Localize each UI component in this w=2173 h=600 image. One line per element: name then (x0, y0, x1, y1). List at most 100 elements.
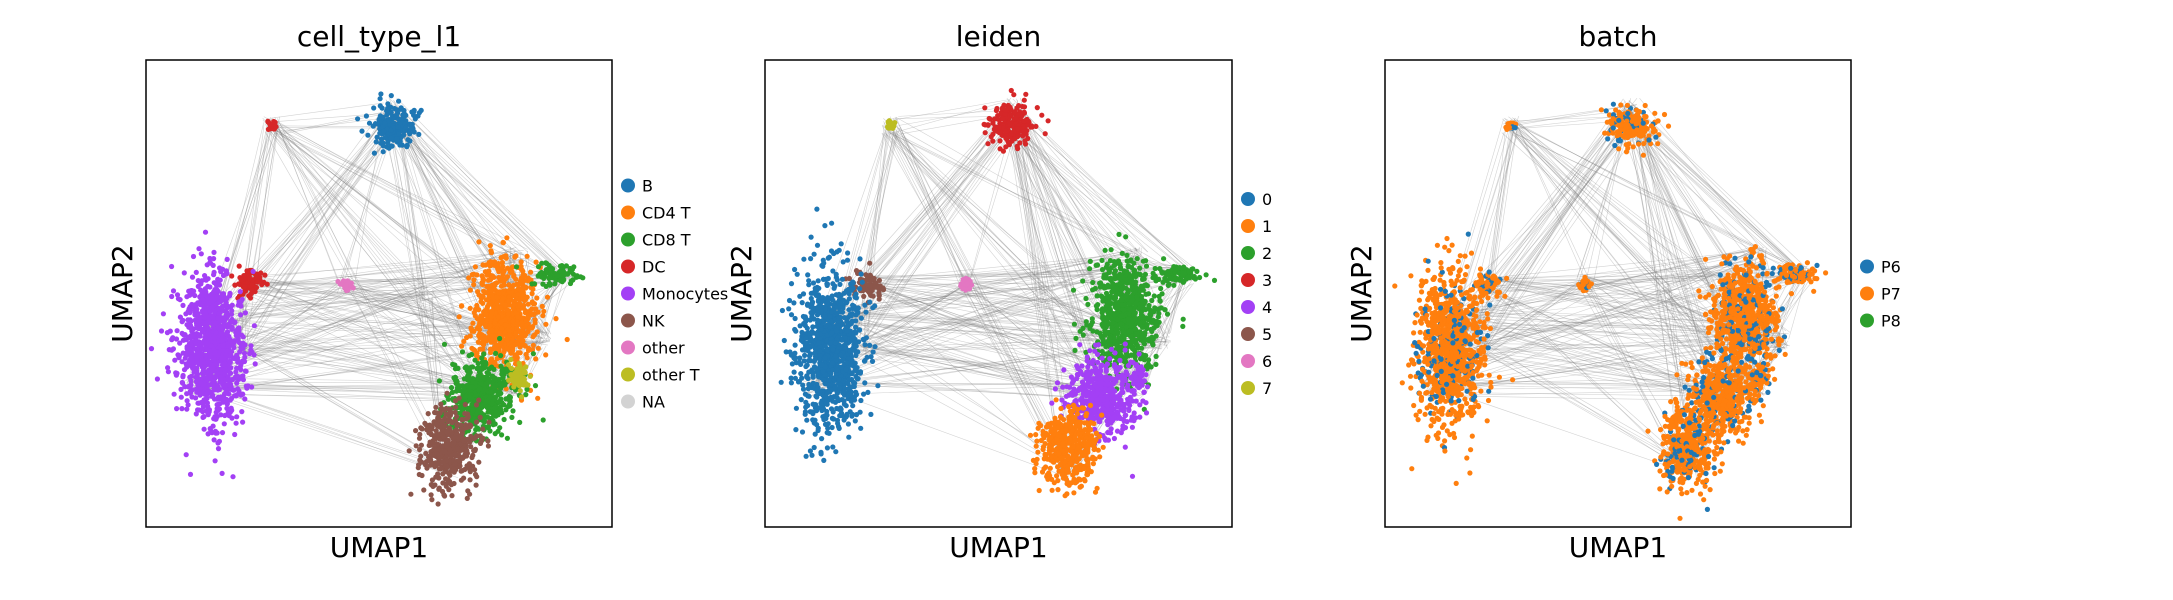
paga-edge (401, 122, 558, 270)
scatter-point (200, 414, 206, 420)
scatter-point (374, 134, 380, 140)
scatter-point (848, 393, 855, 399)
scatter-point (479, 355, 485, 361)
scatter-point (438, 466, 444, 472)
scatter-point (417, 446, 423, 453)
scatter-point (487, 409, 493, 415)
scatter-point (502, 329, 508, 335)
scatter-point (343, 282, 349, 289)
scatter-point (220, 343, 226, 349)
scatter-point (248, 347, 254, 353)
scatter-point (211, 348, 217, 354)
scatter-point (211, 437, 217, 443)
scatter-point (396, 131, 402, 137)
paga-edge (244, 102, 393, 349)
scatter-point (438, 401, 444, 407)
scatter-point (519, 394, 525, 400)
scatter-point (232, 431, 238, 438)
paga-edge (863, 125, 1018, 342)
paga-edge (1006, 130, 1107, 332)
scatter-point (805, 301, 811, 307)
paga-edge (219, 259, 512, 323)
scatter-point (449, 493, 455, 499)
scatter-point (449, 389, 455, 395)
paga-edge (215, 122, 265, 323)
scatter-point (464, 463, 470, 469)
scatter-point (530, 342, 537, 348)
scatter-point (499, 432, 505, 438)
scatter-point (880, 287, 887, 293)
scatter-point (553, 316, 559, 322)
scatter-point (232, 375, 238, 381)
paga-edge (826, 299, 1049, 311)
scatter-point (160, 311, 166, 317)
paga-edge (873, 287, 1046, 303)
paga-edge (863, 291, 876, 344)
paga-edge (856, 122, 890, 341)
legend-item: other (621, 339, 685, 358)
paga-edge (206, 293, 435, 314)
scatter-point (509, 350, 515, 356)
paga-edge (971, 282, 1123, 324)
scatter-point (242, 368, 248, 374)
scatter-point (503, 407, 509, 413)
scatter-point (239, 332, 245, 338)
paga-edge (888, 122, 972, 283)
paga-edge (243, 123, 397, 352)
scatter-point (517, 328, 523, 334)
scatter-point (845, 250, 851, 256)
paga-edge (863, 108, 1022, 350)
scatter-point (174, 406, 180, 412)
paga-edge (961, 247, 1137, 289)
scatter-point (559, 263, 565, 269)
scatter-point (184, 406, 190, 412)
scatter-point (382, 120, 388, 126)
scatter-point (844, 411, 850, 417)
scatter-point (815, 427, 821, 434)
scatter-point (533, 356, 539, 362)
scatter-point (448, 453, 454, 459)
scatter-point (1039, 112, 1045, 118)
plot-area (778, 87, 1218, 499)
scatter-point (505, 362, 512, 368)
paga-edge (855, 342, 1110, 403)
scatter-point (861, 293, 867, 299)
scatter-point (413, 443, 419, 449)
scatter-point (477, 386, 483, 392)
panel-title: leiden (956, 20, 1042, 53)
scatter-point (825, 255, 831, 261)
scatter-point (862, 342, 868, 348)
scatter-point (853, 412, 860, 418)
paga-edge (393, 122, 512, 249)
scatter-point (484, 272, 490, 278)
scatter-point (181, 367, 188, 373)
scatter-point (411, 129, 417, 135)
scatter-point (455, 365, 461, 371)
paga-edge (210, 281, 566, 309)
scatter-point (845, 421, 852, 427)
scatter-point (434, 410, 440, 416)
scatter-point (522, 370, 528, 376)
scatter-point (505, 311, 511, 317)
paga-edge (246, 124, 272, 280)
scatter-point (210, 357, 216, 363)
scatter-point (184, 391, 190, 397)
scatter-point (792, 356, 798, 362)
scatter-point (789, 361, 796, 367)
scatter-point (870, 349, 876, 355)
scatter-point (195, 278, 201, 284)
scatter-point (480, 276, 486, 282)
scatter-point (167, 328, 173, 334)
paga-edge (864, 133, 887, 356)
scatter-point (433, 460, 439, 466)
scatter-point (385, 105, 391, 111)
scatter-point (476, 459, 482, 465)
scatter-point (377, 103, 383, 109)
legend-marker (621, 286, 635, 301)
paga-edge (862, 297, 1045, 349)
scatter-point (459, 349, 466, 355)
paga-edge (830, 252, 1132, 320)
scatter-point (1029, 123, 1035, 129)
paga-edge (242, 289, 500, 339)
legend-marker (621, 313, 635, 328)
